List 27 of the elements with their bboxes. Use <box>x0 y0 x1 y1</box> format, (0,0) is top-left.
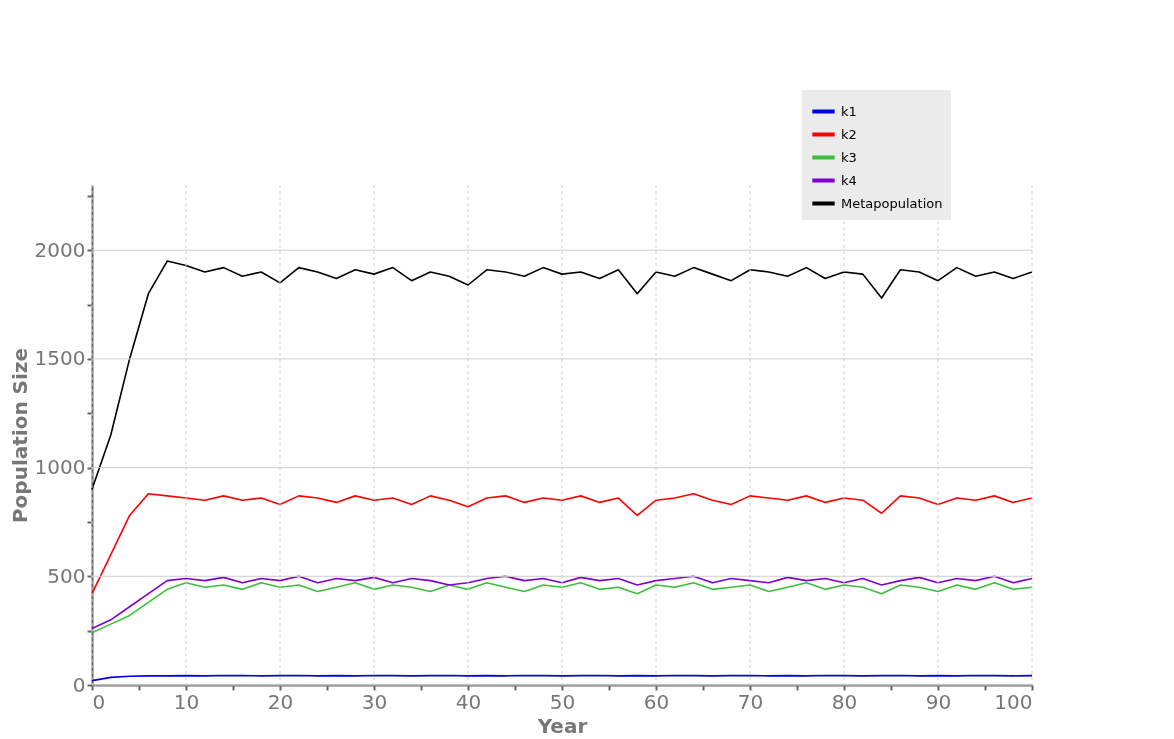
legend-label: k2 <box>841 126 857 142</box>
y-tick-label: 500 <box>47 563 86 588</box>
y-axis-title: Population Size <box>7 347 32 524</box>
legend-label: k3 <box>841 149 857 165</box>
y-tick-label: 1500 <box>34 346 86 371</box>
x-axis-title: Year <box>536 713 588 738</box>
y-tick-label: 1000 <box>34 455 86 480</box>
line-series <box>91 575 1033 630</box>
x-tick-label: 10 <box>173 689 200 714</box>
line-series <box>91 492 1033 595</box>
x-tick-label: 90 <box>925 689 952 714</box>
legend-label: k1 <box>841 103 857 119</box>
x-tick-label: 100 <box>994 689 1033 714</box>
x-tick-label: 60 <box>643 689 670 714</box>
x-tick-label: 40 <box>455 689 482 714</box>
x-tick-label: 0 <box>92 689 106 714</box>
legend-label: Metapopulation <box>841 195 943 211</box>
x-tick-label: 50 <box>549 689 576 714</box>
x-tick-label: 30 <box>361 689 388 714</box>
legend-label: k4 <box>841 172 857 188</box>
y-tick-label: 2000 <box>34 237 86 262</box>
line-series <box>91 260 1033 491</box>
y-tick-label: 0 <box>72 672 86 697</box>
x-tick-label: 70 <box>737 689 764 714</box>
x-tick-label: 20 <box>267 689 294 714</box>
x-tick-label: 80 <box>831 689 858 714</box>
line-series <box>91 582 1033 634</box>
